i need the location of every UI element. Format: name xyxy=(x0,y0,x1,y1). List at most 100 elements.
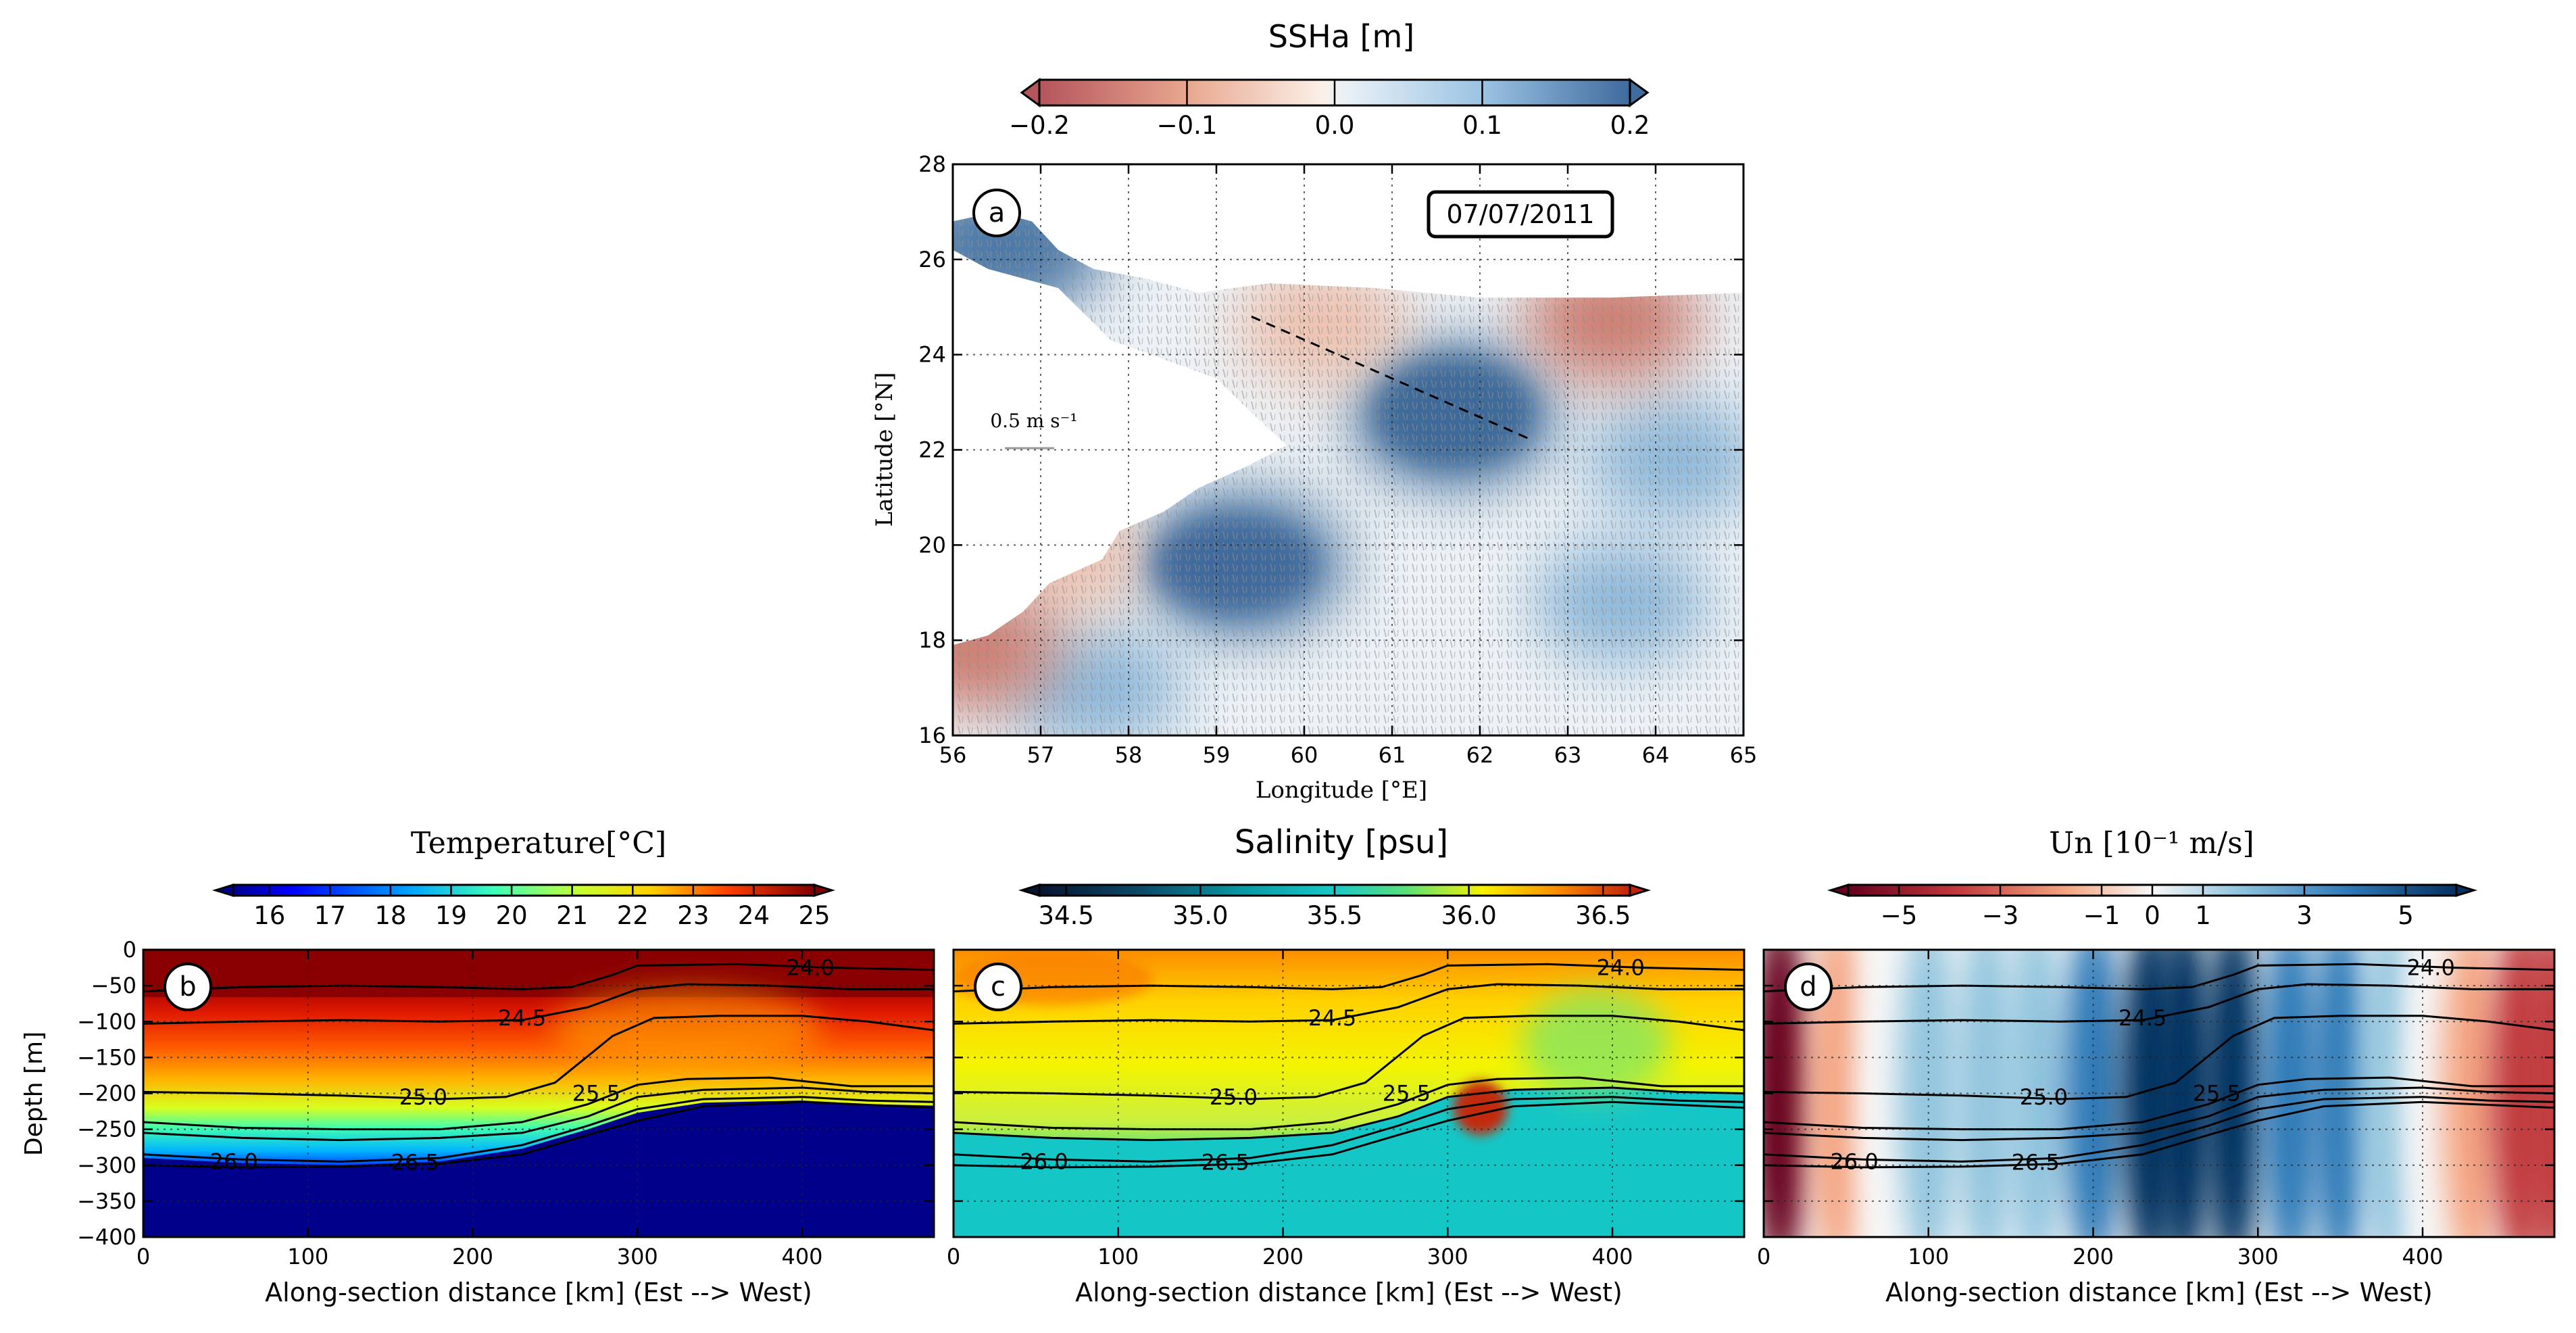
isopycnal-line xyxy=(953,1015,1744,1100)
section-d-axes: 0 100 200 300 400 xyxy=(1757,948,2556,1269)
ssha-xtick-label: 61 xyxy=(1379,742,1406,768)
temperature-colorbar-tick-label: 24 xyxy=(738,901,770,930)
section-c-xtick-label: 200 xyxy=(1262,1244,1304,1269)
salinity-colorbar-min-extend xyxy=(1018,883,1041,898)
ssha-ytick-label: 22 xyxy=(918,437,946,463)
section-d-xtick-label: 100 xyxy=(1908,1244,1949,1269)
isopycnal-label: 26.0 xyxy=(209,1148,257,1174)
salinity-colorbar-max-extend xyxy=(1629,883,1652,898)
section-c-xtick-label: 0 xyxy=(947,1244,960,1269)
panel-b-label: b xyxy=(179,971,196,1002)
ssha-ytick-label: 20 xyxy=(918,532,946,558)
isopycnal-label: 25.0 xyxy=(399,1084,447,1110)
section-c-xtick-label: 300 xyxy=(1427,1244,1468,1269)
velocity-colorbar-tick-label: 3 xyxy=(2296,901,2312,930)
panel-a-label-circle xyxy=(972,189,1021,237)
ssha-axes: 56 57 58 59 60 61 62 63 64 65 16 18 20 22 24 26 28 xyxy=(918,151,1757,768)
ssha-colorbar-min-extend xyxy=(1020,78,1041,107)
section-d-xtick-label: 200 xyxy=(2073,1244,2114,1269)
ssha-colorbar-tick-label: −0.2 xyxy=(1009,111,1070,140)
salinity-colorbar: 34.5 35.0 35.5 36.0 36.5 xyxy=(1018,883,1652,930)
ssha-ytick-label: 24 xyxy=(918,342,946,368)
ssha-ytick-label: 16 xyxy=(918,723,946,748)
salinity-colorbar-tick-label: 34.5 xyxy=(1039,901,1094,930)
section-b-ytick-label: −350 xyxy=(77,1188,137,1214)
temperature-colorbar-tick-label: 22 xyxy=(617,901,649,930)
isopycnal-label: 26.5 xyxy=(391,1150,439,1176)
section-b-ytick-label: −300 xyxy=(77,1153,137,1178)
section-d-xtick-label: 400 xyxy=(2402,1244,2443,1269)
velocity-colorbar-tick-label: −1 xyxy=(2083,901,2121,930)
section-b-ytick-label: −100 xyxy=(77,1009,137,1034)
temperature-colorbar-title: Temperature[°C] xyxy=(411,826,666,861)
ssha-xtick-label: 58 xyxy=(1115,742,1143,768)
section-b-ytick-label: −200 xyxy=(77,1081,137,1107)
temperature-colorbar-tick-label: 17 xyxy=(314,901,346,930)
temperature-colorbar-tick-label: 16 xyxy=(253,901,285,930)
salinity-deep-layer xyxy=(953,1088,1744,1237)
ssha-xtick-label: 59 xyxy=(1203,742,1231,768)
temperature-colorbar-bar xyxy=(232,883,816,897)
section-b-ytick-label: −400 xyxy=(77,1224,137,1250)
velocity-colorbar-tick-label: −5 xyxy=(1881,901,1918,930)
isopycnal-line xyxy=(953,1076,1744,1131)
temperature-colorbar-max-extend xyxy=(813,883,836,898)
salinity-colorbar-tick-label: 36.5 xyxy=(1575,901,1631,930)
section-c-xlabel: Along-section distance [km] (Est --> Wes… xyxy=(1075,1278,1623,1307)
ssha-ytick-label: 28 xyxy=(918,151,946,177)
temperature-colorbar-min-extend xyxy=(212,883,234,898)
ssha-colorbar-title: SSHa [m] xyxy=(1268,18,1415,55)
isopycnal-line xyxy=(953,963,1744,993)
ssha-map xyxy=(953,164,1743,735)
panel-d-label-circle xyxy=(1784,963,1833,1011)
ssha-xtick-label: 57 xyxy=(1027,742,1055,768)
ssha-ytick-label: 18 xyxy=(918,627,946,653)
velocity-vectors xyxy=(953,212,1743,735)
velocity-colorbar: −5 −3 −1 0 1 3 5 xyxy=(1827,883,2478,930)
sea-field xyxy=(953,212,1743,735)
salinity-colorbar-tick-label: 36.0 xyxy=(1441,901,1496,930)
velocity-colorbar-tick-label: 5 xyxy=(2398,901,2414,930)
section-d-xlabel: Along-section distance [km] (Est --> Wes… xyxy=(1885,1278,2433,1307)
section-line xyxy=(1251,315,1533,441)
salinity-colorbar-tick-label: 35.5 xyxy=(1307,901,1362,930)
isopycnal-label: 24.0 xyxy=(1597,955,1645,981)
panel-c-label-circle xyxy=(974,963,1022,1011)
isopycnal-line xyxy=(143,983,934,1025)
velocity-colorbar-max-extend xyxy=(2455,883,2478,898)
temperature-colorbar: 16 17 18 19 20 21 22 23 24 25 xyxy=(212,883,836,930)
isopycnal-label: 24.0 xyxy=(787,955,835,981)
section-c-xtick-label: 400 xyxy=(1591,1244,1633,1269)
temperature-colorbar-tick-label: 18 xyxy=(374,901,406,930)
ssha-xtick-label: 65 xyxy=(1730,742,1758,768)
ssha-xtick-label: 64 xyxy=(1642,742,1670,768)
ssha-colorbar-tick-label: 0.2 xyxy=(1610,111,1650,140)
velocity-colorbar-title: Un [10⁻¹ m/s] xyxy=(2049,826,2254,861)
isopycnal-line xyxy=(1764,1076,2554,1131)
ssha-ylabel: Latitude [°N] xyxy=(871,372,898,527)
section-b-ytick-label: −250 xyxy=(77,1117,137,1142)
section-d-xtick-label: 0 xyxy=(1757,1244,1770,1269)
isopycnal-label: 26.5 xyxy=(2012,1150,2060,1176)
isopycnal-label: 25.0 xyxy=(2020,1084,2068,1110)
section-b-xtick-label: 100 xyxy=(287,1244,328,1269)
ssha-xtick-label: 56 xyxy=(939,742,967,768)
temperature-colorbar-tick-label: 20 xyxy=(496,901,528,930)
ssha-xtick-label: 62 xyxy=(1466,742,1494,768)
isopycnal-line xyxy=(1764,1015,2554,1100)
section-d-xtick-label: 300 xyxy=(2237,1244,2279,1269)
map-date: 07/07/2011 xyxy=(1446,199,1594,229)
salinity-colorbar-title: Salinity [psu] xyxy=(1235,823,1448,861)
section-b-xtick-label: 200 xyxy=(452,1244,493,1269)
section-b-axes: 0 100 200 300 400 0 −50 −100 −150 −200 −250 −300 −35… xyxy=(77,937,935,1269)
velocity-colorbar-min-extend xyxy=(1827,883,1850,898)
vector-scale-label: 0.5 m s⁻¹ xyxy=(990,410,1077,432)
panel-c-label: c xyxy=(991,971,1006,1002)
section-b-ytick-label: −150 xyxy=(77,1044,137,1070)
section-b-ytick-label: −50 xyxy=(91,973,137,998)
section-b-xlabel: Along-section distance [km] (Est --> Wes… xyxy=(265,1278,812,1307)
ssha-colorbar: −0.2 −0.1 0.0 0.1 0.2 xyxy=(1009,78,1650,140)
temperature-colorbar-tick-label: 23 xyxy=(677,901,709,930)
isopycnal-line xyxy=(1764,963,2554,993)
